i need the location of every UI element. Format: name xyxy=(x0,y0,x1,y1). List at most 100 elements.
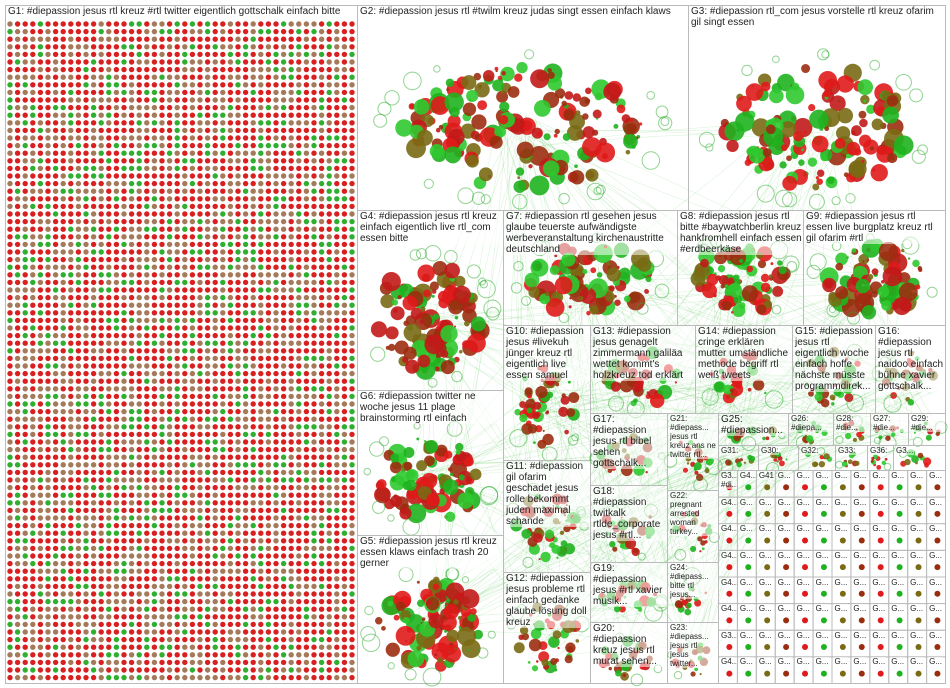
node xyxy=(90,173,97,179)
node xyxy=(341,370,348,377)
node xyxy=(151,652,158,658)
node xyxy=(52,583,59,590)
node xyxy=(499,101,510,112)
node xyxy=(227,127,234,134)
node xyxy=(14,363,21,369)
node xyxy=(113,272,120,278)
node xyxy=(136,59,142,65)
node xyxy=(128,287,135,293)
node xyxy=(159,469,165,476)
node xyxy=(60,188,66,194)
node xyxy=(288,158,294,164)
node xyxy=(296,211,302,217)
node xyxy=(83,545,89,552)
node xyxy=(22,614,28,620)
edge xyxy=(560,430,848,653)
node xyxy=(235,431,241,438)
node xyxy=(22,576,28,582)
node xyxy=(242,545,249,552)
node xyxy=(265,158,272,164)
node xyxy=(189,545,196,552)
node xyxy=(136,218,142,225)
node xyxy=(204,325,211,331)
node xyxy=(90,317,97,324)
node xyxy=(106,287,112,293)
node xyxy=(14,469,21,476)
node xyxy=(250,355,256,362)
node xyxy=(52,51,59,58)
node xyxy=(75,522,82,529)
node xyxy=(60,515,66,521)
node xyxy=(585,168,599,182)
node xyxy=(113,150,120,156)
node xyxy=(250,135,256,141)
node xyxy=(174,51,180,58)
node xyxy=(212,659,218,666)
node xyxy=(265,28,272,35)
node xyxy=(52,378,59,384)
node xyxy=(212,249,218,255)
node xyxy=(242,256,249,263)
node xyxy=(68,112,74,118)
node xyxy=(220,621,226,628)
node xyxy=(14,188,21,194)
node xyxy=(349,332,355,339)
node xyxy=(113,469,120,476)
node xyxy=(98,659,104,666)
node xyxy=(220,310,226,316)
node xyxy=(37,583,44,590)
node xyxy=(288,446,294,453)
node xyxy=(265,560,272,567)
node xyxy=(334,454,340,460)
node xyxy=(22,522,28,529)
node xyxy=(113,180,120,187)
node xyxy=(227,378,234,384)
node xyxy=(7,203,13,210)
node xyxy=(318,317,325,324)
node xyxy=(98,469,104,476)
node xyxy=(45,196,51,202)
node xyxy=(280,234,287,240)
node xyxy=(197,142,203,149)
node xyxy=(83,180,89,187)
node xyxy=(311,393,317,400)
node xyxy=(189,104,196,111)
node xyxy=(30,576,36,582)
node xyxy=(7,127,13,134)
node xyxy=(857,79,874,95)
node xyxy=(159,234,165,240)
node xyxy=(349,416,355,422)
node xyxy=(128,264,135,270)
node xyxy=(303,264,310,270)
node xyxy=(128,21,135,27)
node xyxy=(159,439,165,445)
node xyxy=(296,44,302,50)
node xyxy=(113,659,120,666)
node xyxy=(296,74,302,80)
node xyxy=(341,317,348,324)
node xyxy=(258,363,264,369)
node xyxy=(166,560,173,567)
node xyxy=(220,272,226,278)
node xyxy=(174,583,180,590)
node xyxy=(75,538,82,544)
node xyxy=(144,241,150,248)
node xyxy=(151,500,158,506)
node xyxy=(273,294,279,301)
node xyxy=(174,97,180,103)
node xyxy=(52,614,59,620)
node xyxy=(30,424,36,430)
node xyxy=(235,28,241,35)
node xyxy=(273,636,279,643)
node xyxy=(303,165,310,172)
node xyxy=(280,28,287,35)
node xyxy=(818,71,838,90)
node xyxy=(341,576,348,582)
node xyxy=(811,135,829,153)
node xyxy=(341,492,348,498)
node xyxy=(14,196,21,202)
node xyxy=(30,591,36,597)
node xyxy=(242,28,249,35)
node xyxy=(482,70,495,82)
node xyxy=(37,302,44,308)
